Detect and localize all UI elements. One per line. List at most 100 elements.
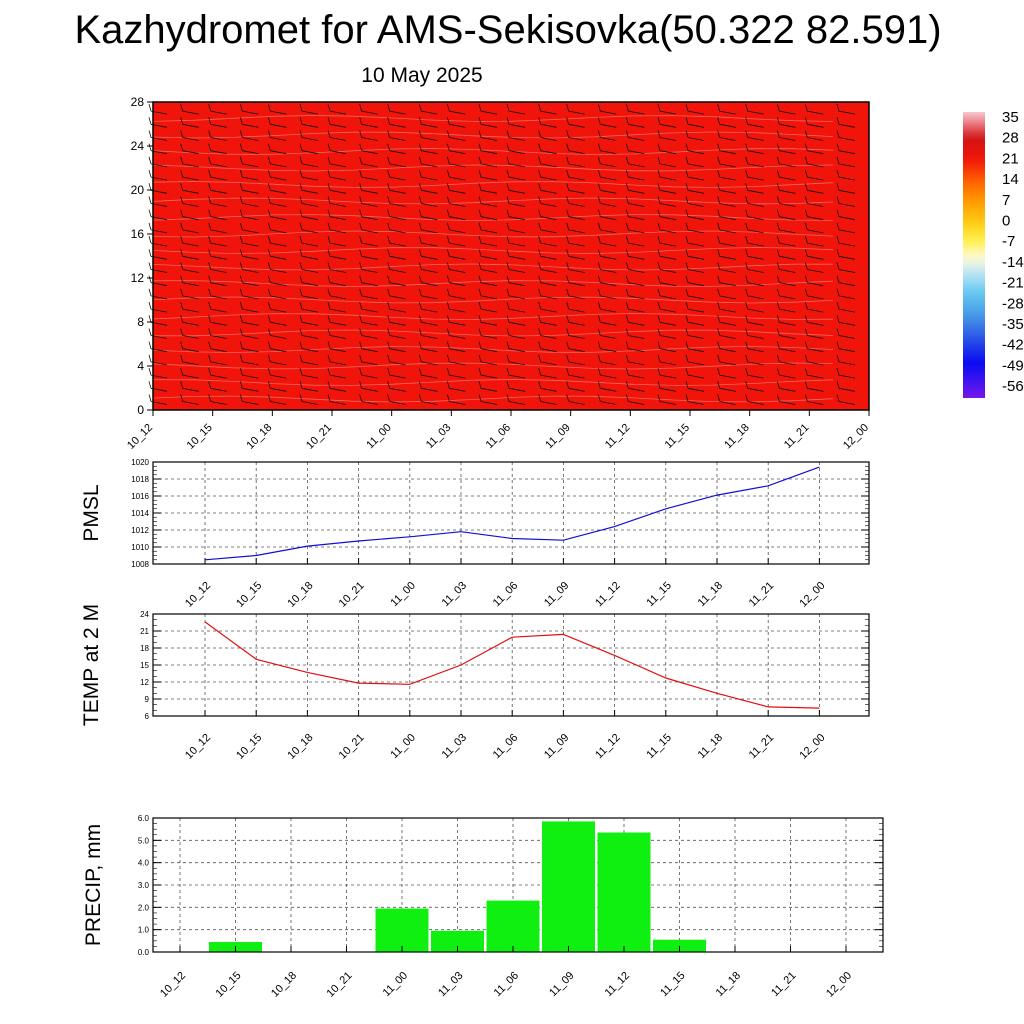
y-tick-label: 4.0 (138, 859, 150, 868)
colorbar-label: -49 (1002, 357, 1024, 374)
wind-barb (657, 341, 677, 353)
wind-barb (685, 262, 705, 273)
x-tick-label: 11_15 (658, 970, 688, 1000)
wind-barb (267, 235, 287, 247)
wind-barb (387, 262, 406, 273)
wind-barb (717, 315, 736, 326)
wind-barb (327, 367, 347, 379)
wind-barb (685, 183, 705, 194)
wind-barb (804, 262, 824, 273)
precip-bar (542, 821, 595, 952)
wind-barb (506, 156, 526, 168)
y-tick-label: 0.0 (138, 948, 150, 957)
wind-barb (625, 169, 645, 181)
wind-barb (446, 367, 466, 379)
wind-barb (239, 196, 259, 207)
wind-barb (299, 130, 319, 141)
wind-barb (299, 288, 319, 300)
wind-barb (359, 222, 378, 234)
wind-barb (597, 341, 617, 353)
wind-barb (657, 117, 677, 128)
wind-barb (745, 183, 764, 194)
wind-barb (446, 341, 466, 353)
wind-barb (657, 156, 677, 168)
wind-barb (538, 196, 557, 207)
x-tick-label: 10_12 (183, 580, 213, 610)
wind-barb (657, 183, 677, 194)
wind-barb (538, 328, 557, 339)
wind-barb (685, 341, 705, 353)
wind-barb (506, 394, 526, 405)
y-tick-label: 1014 (131, 509, 149, 518)
wind-barb (804, 288, 824, 300)
wind-barb (208, 222, 227, 234)
wind-barb (327, 275, 347, 287)
wind-barb (717, 222, 736, 234)
wind-barb (804, 222, 824, 234)
wind-barb (180, 328, 199, 339)
wind-barb (418, 341, 438, 353)
wind-barb (299, 222, 319, 234)
wind-barb (685, 156, 705, 168)
wind-barb (804, 117, 824, 128)
wind-barb (625, 196, 645, 207)
wind-barb (836, 288, 856, 300)
wind-barb (180, 117, 199, 128)
wind-barb (418, 394, 438, 405)
x-tick-label: 12_00 (824, 970, 854, 1000)
wind-barb (418, 196, 438, 207)
wind-barb (717, 328, 736, 339)
wind-barb (685, 367, 705, 379)
wind-barb (745, 117, 764, 128)
wind-barb (597, 249, 617, 260)
wind-barb (478, 301, 498, 313)
wind-barb (446, 156, 466, 168)
wind-barb (180, 196, 199, 207)
wind-barb (299, 183, 319, 194)
wind-barb (745, 235, 764, 247)
x-tick-label: 11_00 (388, 580, 418, 610)
x-tick-label: 11_15 (663, 422, 693, 452)
wind-barb (418, 143, 438, 155)
pmsl-line (204, 466, 820, 561)
y-tick-label: 0 (137, 403, 144, 417)
wind-barb (506, 130, 526, 141)
wind-barb (717, 117, 736, 128)
wind-barb (446, 117, 466, 128)
y-tick-label: 28 (131, 95, 145, 109)
y-tick-label: 8 (137, 315, 144, 329)
wind-barb (239, 222, 259, 234)
wind-barb (776, 249, 796, 260)
wind-barb (387, 394, 406, 405)
wind-barb (566, 249, 585, 260)
wind-barb (745, 156, 764, 168)
wind-barb (836, 196, 856, 207)
x-tick-label: 11_03 (440, 732, 470, 762)
wind-barb (538, 235, 557, 247)
wind-barb (566, 209, 585, 221)
wind-barb (239, 183, 259, 194)
wind-barb (359, 117, 378, 128)
wind-barb (387, 156, 406, 168)
y-tick-label: 1010 (131, 543, 149, 552)
wind-barb (327, 235, 347, 247)
wind-barb (208, 288, 227, 300)
wind-barb (685, 275, 705, 287)
wind-barb (180, 249, 199, 260)
wind-barb (836, 249, 856, 260)
wind-barb (239, 288, 259, 300)
wind-barb (685, 117, 705, 128)
x-tick-label: 12_00 (841, 422, 871, 452)
x-tick-label: 11_03 (424, 422, 454, 452)
wind-barb (566, 341, 585, 353)
wind-barb (327, 381, 347, 392)
wind-barb (776, 143, 796, 155)
wind-barb (804, 275, 824, 287)
wind-barb (685, 169, 705, 181)
isotherm (152, 296, 834, 304)
pmsl-panel: 1008 1010 1012 1014 1016 1018 1020 10_12 10_15 10… (80, 458, 870, 610)
wind-barb (506, 103, 526, 115)
wind-barb (478, 117, 498, 128)
wind-barb (267, 394, 287, 405)
wind-barb (625, 275, 645, 287)
